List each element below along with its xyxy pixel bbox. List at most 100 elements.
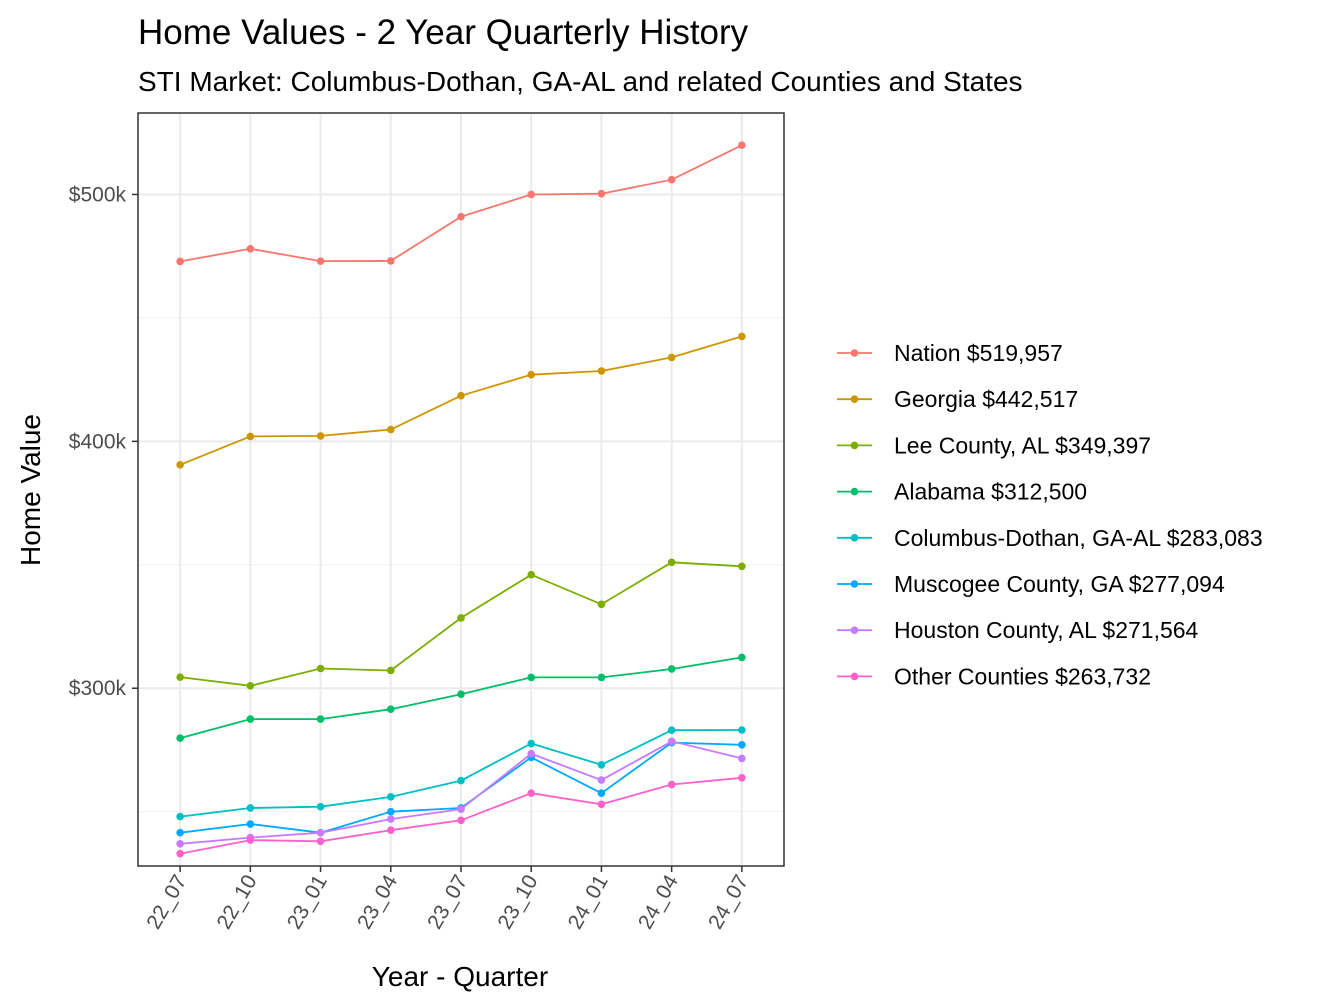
legend-key-point [850, 672, 859, 681]
data-point [527, 190, 536, 199]
data-point [316, 257, 325, 265]
data-point [316, 828, 325, 837]
x-tick-label: 23_07 [423, 871, 472, 933]
data-point [457, 690, 465, 698]
data-point [597, 776, 606, 784]
legend-item: Columbus-Dothan, GA-AL $283,083 [837, 525, 1263, 551]
data-point [667, 737, 676, 746]
data-point [246, 804, 255, 812]
data-point [386, 826, 395, 835]
data-point [527, 789, 536, 797]
data-point [386, 425, 395, 434]
data-point [176, 812, 184, 821]
data-point [457, 776, 465, 785]
series [176, 737, 746, 848]
data-point [597, 800, 606, 809]
data-point [246, 432, 255, 441]
legend-key-point [850, 441, 859, 450]
data-point [667, 780, 676, 789]
data-point [457, 212, 465, 221]
data-point [738, 773, 746, 782]
data-point [176, 849, 184, 858]
x-tick-label: 24_04 [634, 871, 683, 933]
data-point [246, 244, 255, 253]
x-tick-label: 23_10 [493, 871, 542, 933]
data-point [667, 353, 676, 362]
data-point [176, 673, 184, 681]
data-point [667, 726, 676, 735]
legend-item: Alabama $312,500 [837, 479, 1087, 505]
data-point [597, 189, 606, 198]
data-point [246, 820, 255, 828]
series [176, 332, 746, 469]
data-point [386, 793, 395, 801]
legend-label: Lee County, AL $349,397 [894, 432, 1151, 458]
data-point [316, 432, 325, 440]
legend-item: Lee County, AL $349,397 [837, 432, 1151, 458]
data-point [176, 828, 184, 837]
grid-major [138, 113, 784, 866]
legend-item: Georgia $442,517 [837, 386, 1078, 412]
data-point [386, 807, 395, 816]
x-tick-label: 22_10 [213, 871, 262, 933]
series [176, 726, 746, 821]
y-tick-label: $500k [69, 183, 127, 206]
data-point [176, 257, 184, 266]
series [176, 653, 746, 742]
data-point [457, 816, 465, 825]
legend-key-point [850, 349, 859, 357]
x-tick-label: 22_07 [142, 871, 191, 933]
data-point [457, 805, 465, 814]
data-point [316, 802, 325, 811]
legend-key-point [850, 487, 859, 496]
data-point [527, 673, 536, 682]
data-point [597, 600, 606, 609]
legend-item: Other Counties $263,732 [837, 663, 1151, 689]
data-point [176, 839, 184, 848]
data-point [246, 715, 255, 723]
data-point [738, 562, 746, 571]
chart-subtitle: STI Market: Columbus-Dothan, GA-AL and r… [138, 66, 1023, 97]
x-axis-title: Year - Quarter [372, 961, 548, 992]
data-point [316, 715, 325, 723]
data-point [667, 665, 676, 673]
legend-label: Nation $519,957 [894, 340, 1063, 366]
legend-label: Other Counties $263,732 [894, 663, 1151, 689]
data-point [738, 740, 746, 749]
data-point [738, 726, 746, 734]
series [176, 558, 746, 690]
x-tick-label: 24_01 [564, 871, 613, 933]
data-point [246, 836, 255, 844]
legend-label: Alabama $312,500 [894, 479, 1087, 505]
data-point [738, 653, 746, 662]
legend-key-point [850, 626, 859, 634]
data-point [316, 664, 325, 673]
legend-item: Houston County, AL $271,564 [837, 617, 1199, 643]
data-point [597, 789, 606, 797]
data-point [738, 754, 746, 763]
legend: Nation $519,957 Georgia $442,517 Lee Count… [837, 340, 1263, 689]
data-point [597, 367, 606, 375]
legend-label: Houston County, AL $271,564 [894, 617, 1199, 643]
data-point [386, 705, 395, 714]
series-layer [176, 141, 746, 858]
legend-key-point [850, 534, 859, 542]
data-point [597, 760, 606, 769]
data-point [386, 815, 395, 823]
data-point [176, 734, 184, 742]
data-point [386, 257, 395, 265]
series [176, 773, 746, 858]
y-tick-label: $300k [69, 677, 127, 700]
data-point [667, 175, 676, 184]
legend-key-point [850, 580, 859, 588]
legend-item: Nation $519,957 [837, 340, 1063, 366]
data-point [457, 614, 465, 622]
data-point [597, 673, 606, 682]
data-point [738, 332, 746, 341]
data-point [527, 739, 536, 748]
y-axis: $300k $400k $500k [69, 183, 138, 700]
chart-title: Home Values - 2 Year Quarterly History [138, 13, 749, 52]
y-axis-title: Home Value [15, 414, 46, 566]
x-tick-label: 24_07 [704, 871, 753, 933]
data-point [316, 837, 325, 846]
